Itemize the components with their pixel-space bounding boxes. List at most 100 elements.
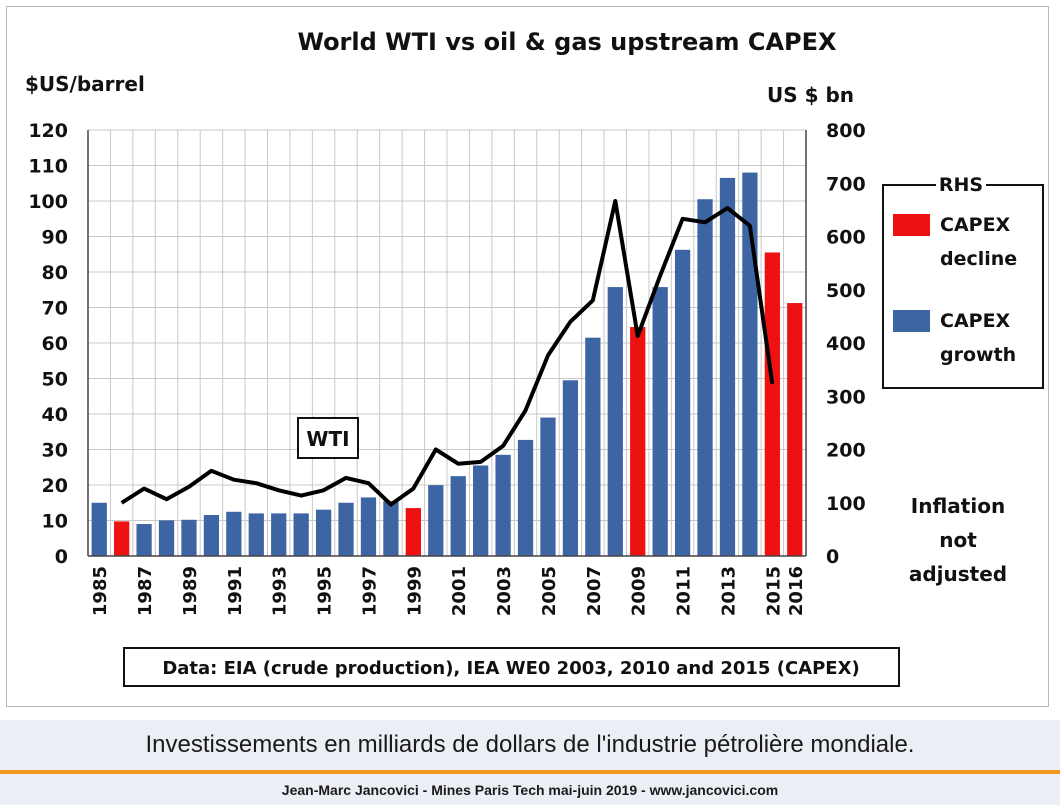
right-axis-label: US $ bn <box>767 83 854 107</box>
right-tick-label: 600 <box>826 227 866 249</box>
x-tick-label: 1997 <box>359 566 380 616</box>
capex-bar <box>473 465 489 556</box>
x-tick-label: 1999 <box>404 566 425 616</box>
left-tick-label: 90 <box>42 227 68 249</box>
left-tick-label: 80 <box>42 262 68 284</box>
x-tick-label: 2007 <box>584 566 605 616</box>
capex-bar <box>674 249 691 556</box>
source-box <box>123 647 900 687</box>
capex-bar <box>181 519 197 556</box>
capex-bar <box>495 454 511 556</box>
capex-bar <box>248 513 264 556</box>
left-tick-label: 70 <box>42 298 68 320</box>
legend-growth-line2: growth <box>940 344 1016 366</box>
capex-bar <box>315 509 332 556</box>
footer-band: Jean-Marc Jancovici - Mines Paris Tech m… <box>0 774 1060 805</box>
left-axis-label: $US/barrel <box>25 72 145 96</box>
capex-bar <box>517 439 534 556</box>
inflation-note-line3: adjusted <box>909 562 1007 586</box>
capex-bar <box>540 417 556 556</box>
legend-title-bg <box>936 174 986 196</box>
wti-line <box>120 199 775 507</box>
right-tick-label: 400 <box>826 333 866 355</box>
x-tick-label: 1991 <box>225 566 246 616</box>
caption-band: Investissements en milliards de dollars … <box>0 720 1060 770</box>
capex-bars <box>91 172 803 557</box>
x-tick-label: 2001 <box>449 566 470 616</box>
right-tick-label: 0 <box>826 546 839 568</box>
capex-bar <box>787 303 803 556</box>
x-tick-label: 1993 <box>270 566 291 616</box>
right-tick-label: 100 <box>826 493 866 515</box>
left-tick-label: 20 <box>42 475 68 497</box>
capex-bar <box>607 287 623 556</box>
left-tick-label: 0 <box>55 546 68 568</box>
capex-bar <box>226 511 242 556</box>
legend: RHS CAPEX decline CAPEX growth <box>882 174 1044 389</box>
x-tick-label: 1989 <box>180 566 201 616</box>
axes: 0 10 20 30 40 50 60 70 80 90 100 110 120 0 100 200 300 40… <box>28 120 865 616</box>
left-tick-label: 10 <box>42 511 68 533</box>
capex-bar <box>697 199 713 556</box>
footer-credit: Jean-Marc Jancovici - Mines Paris Tech m… <box>281 781 779 798</box>
wti-line-group <box>120 199 775 507</box>
capex-bar <box>630 327 646 556</box>
capex-bar <box>764 252 780 556</box>
capex-bar <box>203 514 220 556</box>
left-tick-label: 30 <box>42 440 68 462</box>
x-tick-label: 2003 <box>494 566 515 616</box>
x-tick-label: 1985 <box>90 566 111 616</box>
right-tick-label: 200 <box>826 440 866 462</box>
legend-decline-line2: decline <box>940 248 1017 270</box>
x-tick-label: 2009 <box>629 566 650 616</box>
chart-frame <box>6 6 1049 707</box>
left-tick-label: 60 <box>42 333 68 355</box>
legend-swatch-growth <box>893 310 930 332</box>
capex-bar <box>271 513 287 556</box>
x-tick-label: 1995 <box>315 566 336 616</box>
left-tick-label: 110 <box>28 156 68 178</box>
chart-title: World WTI vs oil & gas upstream CAPEX <box>297 28 837 56</box>
capex-bar <box>428 485 444 556</box>
divider <box>0 770 1060 774</box>
right-tick-label: 800 <box>826 120 866 142</box>
source-note: Data: EIA (crude production), IEA WE0 20… <box>162 658 859 679</box>
capex-bar <box>338 502 354 556</box>
capex-bar <box>719 177 736 557</box>
capex-bar <box>293 513 309 556</box>
chart: 0 10 20 30 40 50 60 70 80 90 100 110 120 0 100 200 300 40… <box>25 28 1044 687</box>
inflation-note-line1: Inflation <box>911 494 1005 518</box>
capex-bar <box>585 337 601 556</box>
x-tick-label: 2011 <box>674 566 695 616</box>
left-tick-label: 120 <box>28 120 68 142</box>
legend-growth-line1: CAPEX <box>940 310 1011 332</box>
wti-label: WTI <box>306 427 349 451</box>
x-tick-label: 2016 <box>786 566 807 616</box>
capex-bar <box>114 521 130 556</box>
capex-bar <box>158 520 175 556</box>
x-tick-label: 2013 <box>718 566 739 616</box>
capex-bar <box>136 524 152 556</box>
legend-decline-line1: CAPEX <box>940 214 1011 236</box>
capex-bar <box>652 287 668 556</box>
capex-bar <box>360 497 377 556</box>
capex-bar <box>562 380 579 556</box>
capex-bar <box>450 476 466 556</box>
right-tick-label: 700 <box>826 173 866 195</box>
legend-swatch-decline <box>893 214 930 236</box>
wti-label-box <box>297 417 359 459</box>
left-tick-label: 100 <box>28 191 68 213</box>
capex-bar <box>383 501 399 556</box>
x-tick-label: 1987 <box>135 566 156 616</box>
x-tick-label: 2005 <box>539 566 560 616</box>
left-tick-label: 40 <box>42 404 68 426</box>
capex-bar <box>405 508 421 556</box>
capex-bar <box>742 172 758 556</box>
right-tick-label: 500 <box>826 280 866 302</box>
left-tick-label: 50 <box>42 369 68 391</box>
caption: Investissements en milliards de dollars … <box>145 731 915 758</box>
inflation-note-line2: not <box>939 528 977 552</box>
right-tick-label: 300 <box>826 386 866 408</box>
legend-title: RHS <box>939 174 983 196</box>
capex-bar <box>91 502 107 556</box>
